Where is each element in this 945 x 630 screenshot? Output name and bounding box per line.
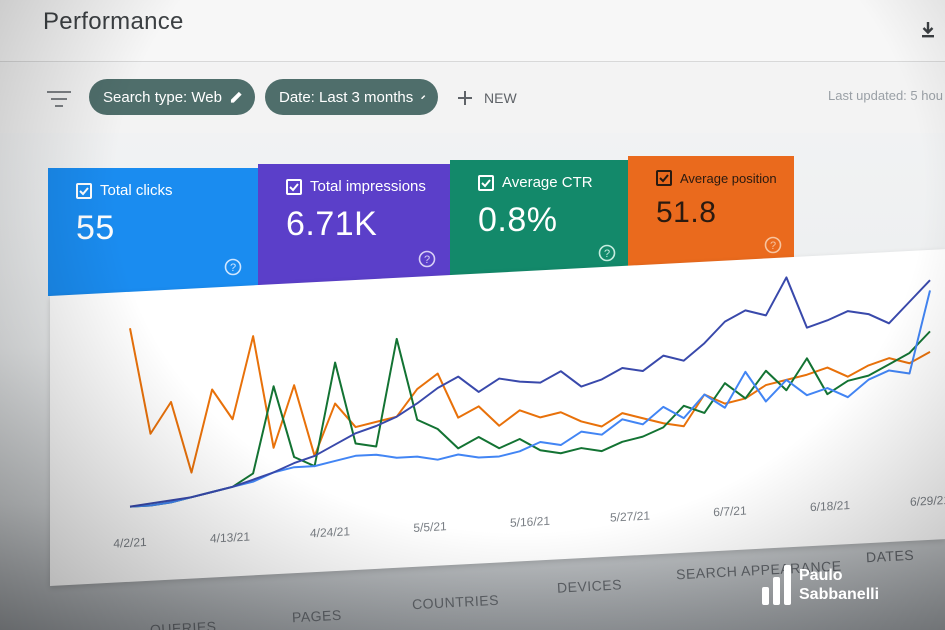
new-label: NEW xyxy=(484,90,517,106)
date-label: Date: Last 3 months xyxy=(279,88,414,106)
metric-card-total-impressions[interactable]: Total impressions 6.71K ? xyxy=(258,164,450,288)
page-title: Performance xyxy=(43,8,184,35)
x-tick-label: 6/29/21 xyxy=(910,493,945,509)
metric-value: 0.8% xyxy=(478,201,558,239)
checkbox-icon[interactable] xyxy=(286,178,302,195)
help-icon[interactable]: ? xyxy=(764,236,782,254)
x-tick-label: 5/5/21 xyxy=(413,519,447,535)
download-icon xyxy=(922,22,934,38)
metric-label: Average CTR xyxy=(502,174,593,191)
x-tick-label: 4/24/21 xyxy=(310,524,350,540)
brand-line-1: Paulo xyxy=(799,567,843,584)
series-line-1 xyxy=(130,330,931,508)
edit-icon xyxy=(230,91,242,103)
metric-value: 6.71K xyxy=(286,205,378,243)
new-filter-button[interactable]: NEW xyxy=(456,85,517,111)
metric-value: 55 xyxy=(76,209,115,247)
performance-chart: 4/2/21 4/13/21 4/24/21 5/5/21 5/16/21 5/27/21… xyxy=(50,249,945,586)
x-tick-label: 4/2/21 xyxy=(113,535,147,551)
metric-label: Average position xyxy=(680,170,777,186)
brand-line-2: Sabbanelli xyxy=(799,586,880,603)
help-icon[interactable]: ? xyxy=(224,258,242,276)
help-icon[interactable]: ? xyxy=(598,244,616,262)
x-tick-label: 6/7/21 xyxy=(713,503,747,519)
tab-queries[interactable]: QUERIES xyxy=(149,618,217,630)
filter-icon[interactable] xyxy=(47,89,73,109)
x-tick-label: 4/13/21 xyxy=(210,530,250,546)
svg-text:?: ? xyxy=(770,240,776,252)
metric-label: Total impressions xyxy=(310,178,426,195)
svg-text:?: ? xyxy=(230,262,236,274)
search-type-label: Search type: Web xyxy=(103,88,222,106)
checkbox-icon[interactable] xyxy=(656,170,672,186)
last-updated-text: Last updated: 5 hou xyxy=(828,88,943,103)
svg-text:?: ? xyxy=(424,254,430,266)
help-icon[interactable]: ? xyxy=(418,250,436,268)
tab-countries[interactable]: COUNTRIES xyxy=(411,591,500,613)
top-bar: Performance xyxy=(0,0,945,62)
checkbox-icon[interactable] xyxy=(478,174,494,191)
metric-value: 51.8 xyxy=(656,196,717,229)
search-type-chip[interactable]: Search type: Web xyxy=(89,79,255,115)
metric-card-average-ctr[interactable]: Average CTR 0.8% ? xyxy=(450,160,628,280)
tab-dates[interactable]: DATES xyxy=(865,546,915,566)
x-tick-label: 5/27/21 xyxy=(610,509,650,525)
date-chip[interactable]: Date: Last 3 months xyxy=(265,79,438,115)
metric-card-average-position[interactable]: Average position 51.8 ? xyxy=(628,156,794,272)
tab-devices[interactable]: DEVICES xyxy=(556,576,623,596)
download-button[interactable] xyxy=(918,18,938,42)
chart-svg: 4/2/21 4/13/21 4/24/21 5/5/21 5/16/21 5/27/21… xyxy=(113,276,945,551)
series-line-3 xyxy=(129,276,931,508)
brand-logo: Paulo Sabbanelli xyxy=(762,565,879,605)
checkbox-icon[interactable] xyxy=(76,182,92,199)
tab-pages[interactable]: PAGES xyxy=(291,606,343,626)
svg-text:?: ? xyxy=(604,248,610,260)
edit-icon xyxy=(421,95,426,100)
filter-bar: Search type: Web Date: Last 3 months NEW… xyxy=(0,63,945,133)
x-tick-label: 5/16/21 xyxy=(510,514,550,530)
bar-chart-logo-icon xyxy=(762,565,791,605)
x-tick-label: 6/18/21 xyxy=(810,498,850,514)
metric-label: Total clicks xyxy=(100,182,173,199)
plus-icon xyxy=(458,91,472,105)
metric-card-total-clicks[interactable]: Total clicks 55 ? xyxy=(48,168,258,296)
series-line-2 xyxy=(130,290,931,508)
series-line-0 xyxy=(129,327,931,474)
